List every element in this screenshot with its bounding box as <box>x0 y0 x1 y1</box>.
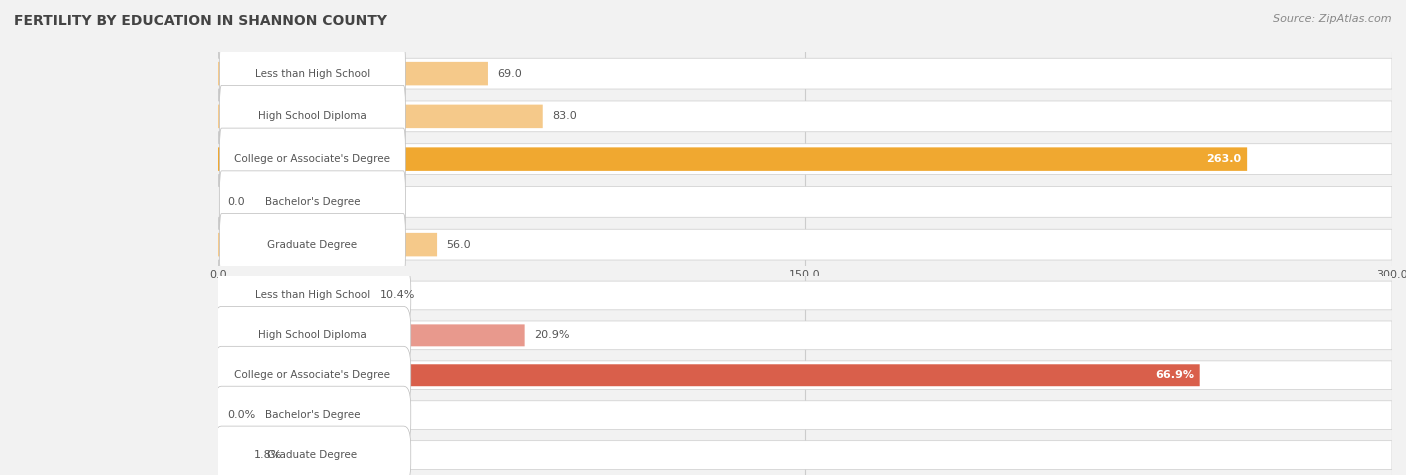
FancyBboxPatch shape <box>219 128 405 190</box>
FancyBboxPatch shape <box>218 441 1392 469</box>
FancyBboxPatch shape <box>218 144 1392 174</box>
FancyBboxPatch shape <box>218 285 371 306</box>
Text: 1.8%: 1.8% <box>253 450 283 460</box>
FancyBboxPatch shape <box>214 386 411 444</box>
Text: 263.0: 263.0 <box>1206 154 1241 164</box>
FancyBboxPatch shape <box>219 171 405 233</box>
Text: Bachelor's Degree: Bachelor's Degree <box>264 410 360 420</box>
Text: Less than High School: Less than High School <box>254 290 370 301</box>
FancyBboxPatch shape <box>218 444 245 466</box>
Text: Graduate Degree: Graduate Degree <box>267 450 357 460</box>
FancyBboxPatch shape <box>218 324 524 346</box>
FancyBboxPatch shape <box>214 266 411 324</box>
FancyBboxPatch shape <box>218 364 1199 386</box>
Text: 10.4%: 10.4% <box>380 290 415 301</box>
Text: 0.0: 0.0 <box>228 197 245 207</box>
FancyBboxPatch shape <box>218 361 1392 390</box>
FancyBboxPatch shape <box>214 346 411 404</box>
FancyBboxPatch shape <box>218 62 488 86</box>
FancyBboxPatch shape <box>218 321 1392 350</box>
Text: 0.0%: 0.0% <box>228 410 256 420</box>
FancyBboxPatch shape <box>218 401 1392 429</box>
Text: FERTILITY BY EDUCATION IN SHANNON COUNTY: FERTILITY BY EDUCATION IN SHANNON COUNTY <box>14 14 387 28</box>
Text: College or Associate's Degree: College or Associate's Degree <box>235 154 391 164</box>
Text: Graduate Degree: Graduate Degree <box>267 239 357 250</box>
FancyBboxPatch shape <box>218 104 543 128</box>
FancyBboxPatch shape <box>218 233 437 256</box>
FancyBboxPatch shape <box>219 43 405 104</box>
Text: 69.0: 69.0 <box>498 68 522 79</box>
FancyBboxPatch shape <box>219 86 405 147</box>
FancyBboxPatch shape <box>219 214 405 276</box>
Text: 56.0: 56.0 <box>447 239 471 250</box>
FancyBboxPatch shape <box>218 58 1392 89</box>
Text: High School Diploma: High School Diploma <box>259 111 367 122</box>
FancyBboxPatch shape <box>218 187 1392 217</box>
FancyBboxPatch shape <box>218 229 1392 260</box>
Text: Less than High School: Less than High School <box>254 68 370 79</box>
Text: 66.9%: 66.9% <box>1154 370 1194 380</box>
Text: 20.9%: 20.9% <box>534 330 569 341</box>
Text: Source: ZipAtlas.com: Source: ZipAtlas.com <box>1274 14 1392 24</box>
FancyBboxPatch shape <box>218 281 1392 310</box>
FancyBboxPatch shape <box>214 426 411 475</box>
FancyBboxPatch shape <box>218 101 1392 132</box>
Text: High School Diploma: High School Diploma <box>259 330 367 341</box>
Text: Bachelor's Degree: Bachelor's Degree <box>264 197 360 207</box>
FancyBboxPatch shape <box>218 147 1247 171</box>
Text: College or Associate's Degree: College or Associate's Degree <box>235 370 391 380</box>
FancyBboxPatch shape <box>214 306 411 364</box>
Text: 83.0: 83.0 <box>553 111 576 122</box>
